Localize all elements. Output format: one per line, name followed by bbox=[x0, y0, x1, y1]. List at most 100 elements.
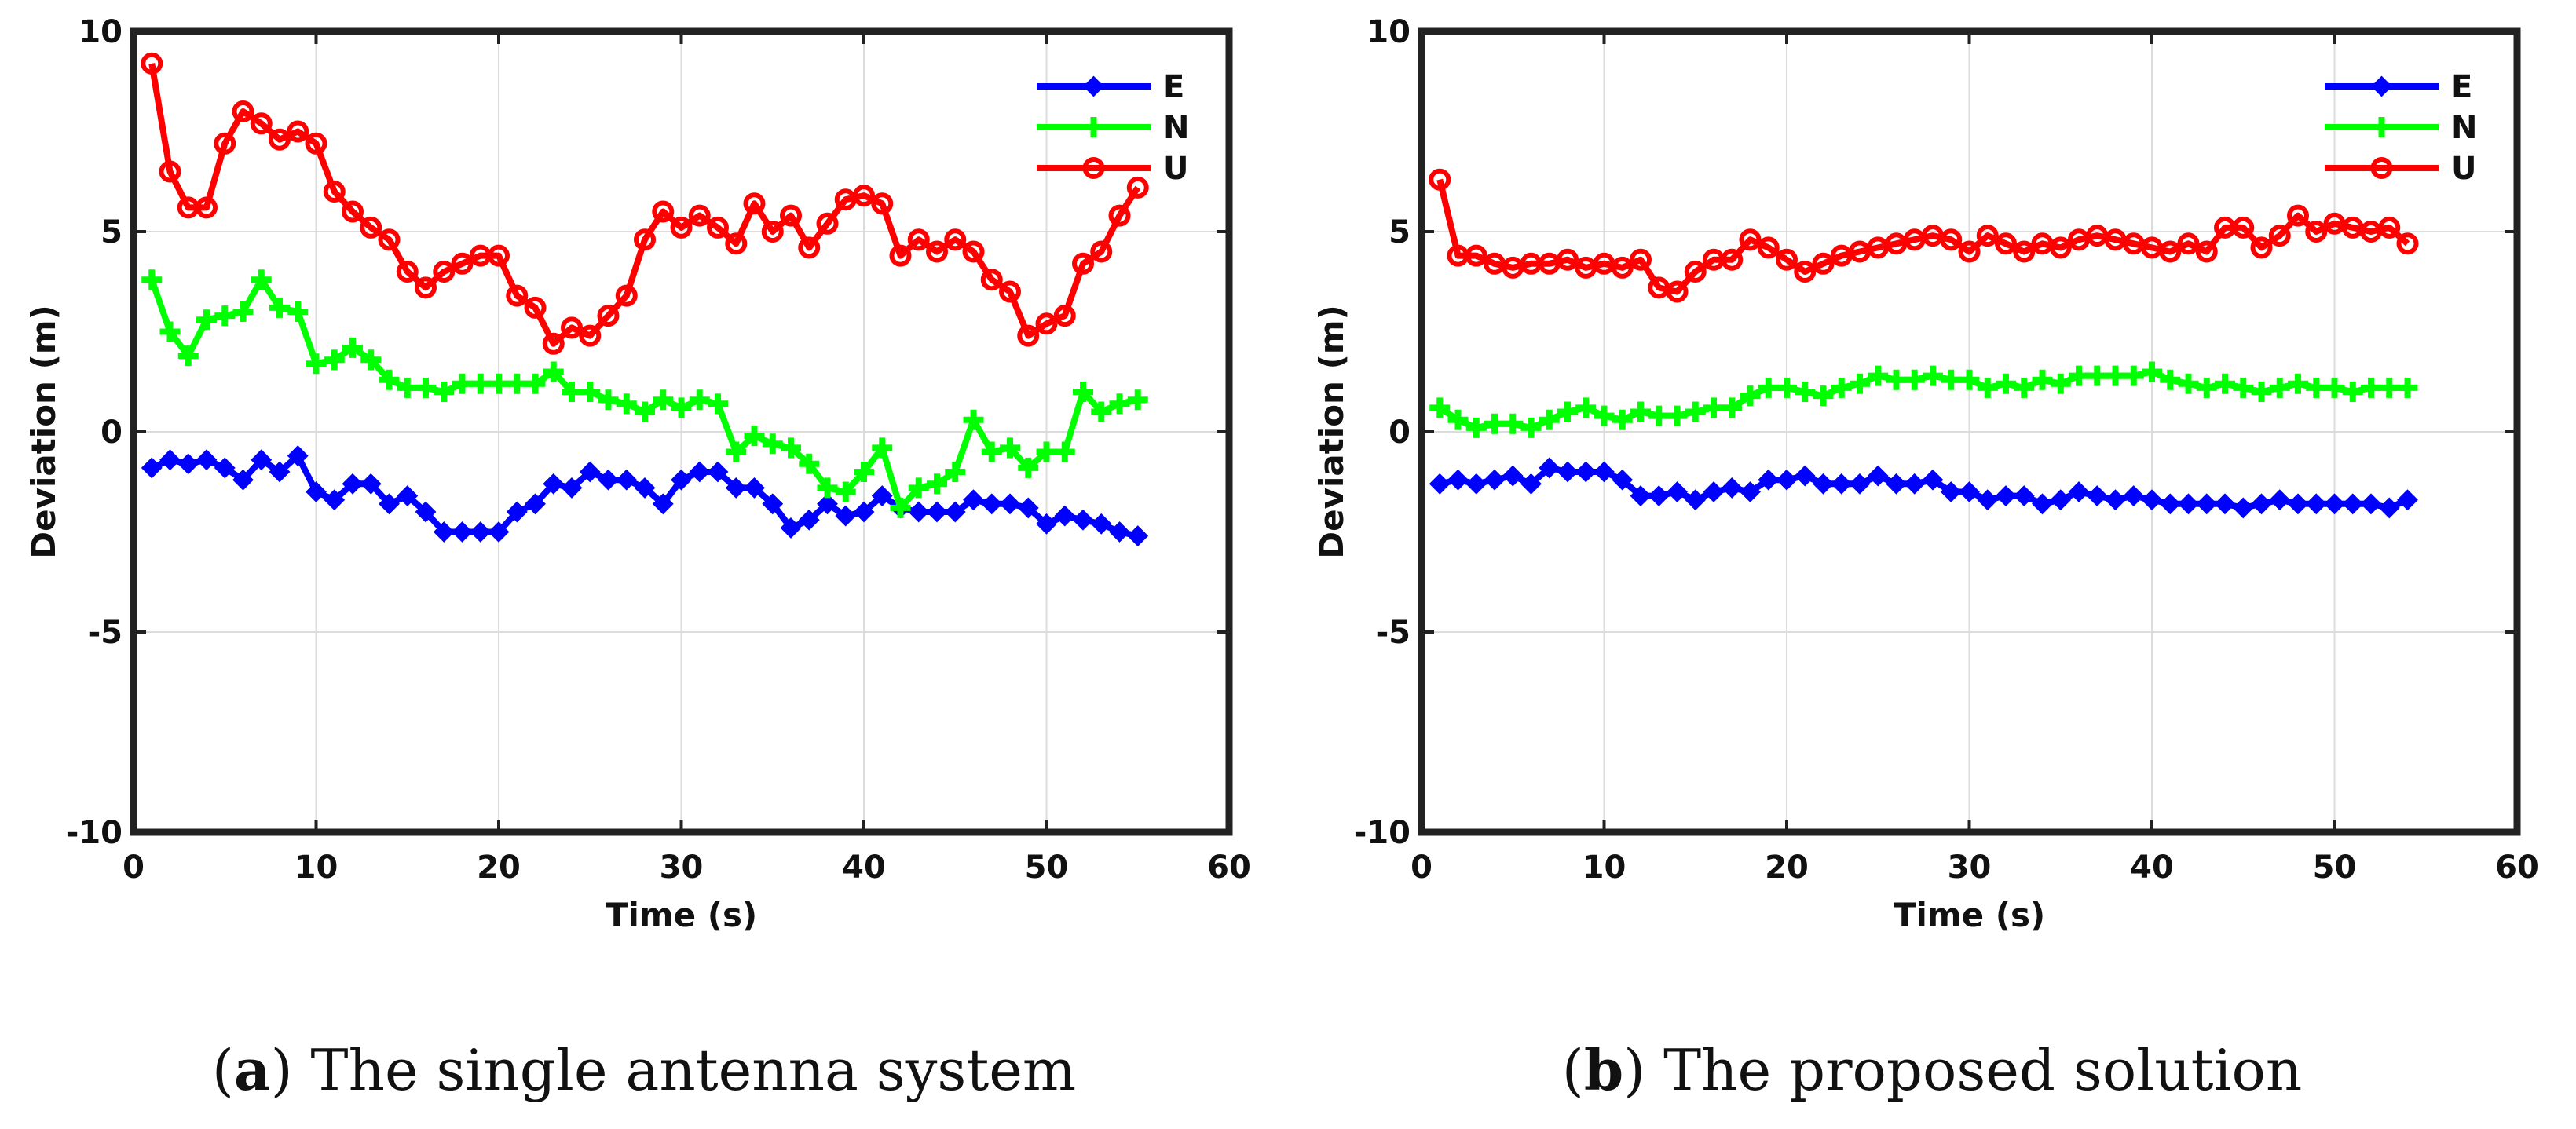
point-a-N-1 bbox=[159, 321, 181, 342]
point-b-E-49 bbox=[2324, 493, 2345, 515]
point-b-N-39 bbox=[2142, 361, 2162, 382]
point-b-N-20 bbox=[1795, 382, 1816, 402]
point-a-N-27 bbox=[635, 401, 655, 422]
point-a-U-15 bbox=[415, 276, 437, 299]
point-b-N-7 bbox=[1557, 401, 1578, 422]
point-a-N-18 bbox=[470, 373, 491, 394]
y-tick-label-a--10: -10 bbox=[66, 815, 123, 851]
point-a-E-48 bbox=[1017, 497, 1039, 519]
point-b-N-21 bbox=[1813, 385, 1834, 407]
point-b-N-48 bbox=[2306, 377, 2327, 398]
point-b-N-25 bbox=[1886, 369, 1907, 390]
point-b-E-40 bbox=[2159, 493, 2181, 515]
point-b-E-19 bbox=[1776, 469, 1798, 491]
point-a-U-36 bbox=[798, 236, 821, 259]
point-b-U-52 bbox=[2378, 216, 2401, 239]
point-a-U-32 bbox=[725, 232, 748, 255]
point-a-U-42 bbox=[907, 228, 930, 251]
point-b-N-5 bbox=[1520, 417, 1542, 438]
legend-item-a-U: U bbox=[1037, 151, 1188, 187]
point-b-E-47 bbox=[2287, 493, 2309, 515]
point-b-N-33 bbox=[2032, 369, 2053, 390]
y-tick-label-b--5: -5 bbox=[1376, 615, 1411, 651]
series-a-U bbox=[141, 52, 1149, 355]
point-b-E-37 bbox=[2105, 489, 2126, 511]
point-b-N-49 bbox=[2324, 377, 2345, 398]
point-b-E-41 bbox=[2178, 493, 2199, 515]
point-a-E-6 bbox=[251, 449, 273, 471]
point-b-U-40 bbox=[2159, 240, 2182, 263]
point-b-N-2 bbox=[1465, 417, 1487, 438]
point-a-E-10 bbox=[324, 489, 346, 511]
point-a-E-11 bbox=[342, 473, 364, 495]
y-tick-label-b-5: 5 bbox=[1389, 214, 1411, 250]
legend-marker-a-U bbox=[1082, 157, 1105, 179]
point-a-U-22 bbox=[542, 332, 565, 355]
point-a-E-39 bbox=[853, 501, 875, 523]
point-a-E-35 bbox=[780, 517, 802, 539]
point-a-N-35 bbox=[781, 437, 801, 459]
point-a-E-33 bbox=[744, 477, 765, 499]
point-a-N-3 bbox=[196, 309, 217, 331]
plot-frame-b bbox=[1418, 27, 2521, 836]
point-a-N-46 bbox=[981, 441, 1002, 462]
point-a-N-41 bbox=[890, 497, 911, 518]
point-b-E-33 bbox=[2032, 493, 2053, 515]
point-a-U-48 bbox=[1017, 324, 1040, 347]
caption-a-text: The single antenna system bbox=[310, 1037, 1077, 1103]
series-b-E bbox=[1429, 457, 2418, 519]
point-a-N-12 bbox=[360, 349, 382, 371]
point-a-U-6 bbox=[250, 112, 273, 135]
point-a-N-47 bbox=[1000, 437, 1020, 459]
x-tick-label-b-40: 40 bbox=[2130, 849, 2174, 886]
point-a-N-16 bbox=[434, 382, 455, 402]
point-b-E-48 bbox=[2305, 493, 2327, 515]
point-a-E-40 bbox=[871, 485, 893, 507]
point-a-U-24 bbox=[579, 324, 602, 347]
point-b-N-0 bbox=[1429, 397, 1451, 418]
point-b-E-9 bbox=[1594, 461, 1615, 483]
point-b-E-45 bbox=[2251, 493, 2272, 515]
point-b-U-7 bbox=[1557, 248, 1579, 271]
caption-a-letter: a bbox=[233, 1036, 271, 1103]
point-b-N-36 bbox=[2087, 365, 2108, 386]
point-a-E-38 bbox=[835, 505, 857, 527]
point-a-E-32 bbox=[725, 477, 747, 499]
point-b-U-0 bbox=[1429, 168, 1451, 191]
point-b-N-32 bbox=[2014, 377, 2035, 398]
point-a-E-36 bbox=[798, 509, 820, 531]
point-a-U-27 bbox=[634, 228, 656, 251]
point-a-U-31 bbox=[707, 216, 729, 239]
point-b-N-28 bbox=[1941, 369, 1962, 390]
point-a-U-44 bbox=[944, 228, 967, 251]
point-b-E-26 bbox=[1904, 473, 1926, 495]
point-a-E-26 bbox=[616, 469, 638, 491]
point-b-U-19 bbox=[1776, 248, 1798, 271]
caption-b-text: The proposed solution bbox=[1663, 1037, 2303, 1103]
point-a-E-20 bbox=[506, 501, 528, 523]
legend-b: ENU bbox=[2325, 69, 2477, 187]
point-b-N-1 bbox=[1447, 409, 1469, 430]
point-b-E-17 bbox=[1740, 481, 1761, 502]
point-b-N-16 bbox=[1722, 397, 1743, 418]
caption-b-letter: b bbox=[1583, 1036, 1624, 1103]
x-tick-label-b-0: 0 bbox=[1411, 849, 1433, 886]
point-b-N-38 bbox=[2123, 365, 2144, 386]
point-a-N-7 bbox=[269, 297, 290, 318]
point-a-U-34 bbox=[761, 221, 784, 243]
y-tick-label-a-0: 0 bbox=[101, 415, 123, 451]
point-b-E-32 bbox=[2013, 485, 2035, 507]
point-a-U-29 bbox=[670, 216, 693, 239]
point-b-U-48 bbox=[2305, 221, 2328, 243]
point-b-E-24 bbox=[1867, 465, 1889, 487]
point-a-U-49 bbox=[1035, 312, 1058, 335]
point-b-U-30 bbox=[1976, 225, 1999, 247]
point-b-N-24 bbox=[1868, 365, 1889, 386]
point-b-E-53 bbox=[2397, 489, 2418, 511]
point-a-U-1 bbox=[159, 160, 181, 183]
point-b-E-18 bbox=[1758, 469, 1780, 491]
point-b-N-35 bbox=[2069, 365, 2089, 386]
point-b-N-19 bbox=[1776, 377, 1797, 398]
point-b-U-31 bbox=[1995, 232, 2017, 255]
legend-item-b-U: U bbox=[2325, 151, 2476, 187]
